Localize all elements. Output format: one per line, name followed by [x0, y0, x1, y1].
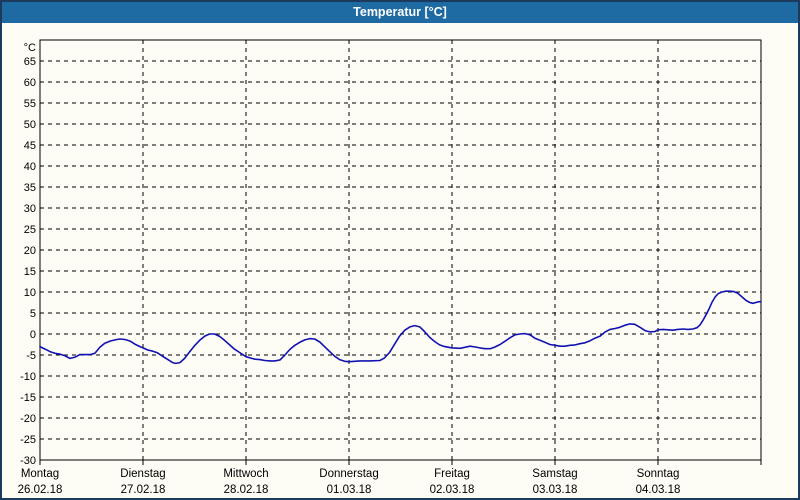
y-tick-label: -15	[20, 392, 36, 404]
y-tick-label: -10	[20, 371, 36, 383]
x-axis-labels: Montag 26.02.18 Dienstag 27.02.18 Mittwoch 28…	[18, 468, 681, 496]
y-tick-label: -5	[26, 350, 36, 362]
day-date-label: 27.02.18	[121, 484, 166, 496]
plot-border	[39, 39, 762, 461]
day-date-label: 04.03.18	[636, 484, 681, 496]
day-date-label: 26.02.18	[18, 484, 63, 496]
y-axis-unit-label: °C	[24, 42, 36, 54]
y-tick-label: 50	[24, 119, 36, 131]
day-date-label: 02.03.18	[430, 484, 475, 496]
x-axis-ticks	[39, 460, 762, 465]
y-tick-label: 55	[24, 98, 36, 110]
gridlines	[40, 40, 761, 460]
temperature-line	[39, 290, 762, 365]
y-tick-label: 30	[24, 203, 36, 215]
window-titlebar: Temperatur [°C]	[2, 2, 798, 23]
y-tick-label: -20	[20, 413, 36, 425]
y-tick-label: -30	[20, 455, 36, 467]
day-name-label: Montag	[21, 468, 59, 480]
day-name-label: Samstag	[532, 468, 577, 480]
y-axis-labels: °C65605550454035302520151050-5-10-15-20-…	[20, 42, 36, 467]
day-name-label: Donnerstag	[319, 468, 378, 480]
y-tick-label: 40	[24, 161, 36, 173]
y-tick-label: 10	[24, 287, 36, 299]
y-tick-label: 5	[30, 308, 36, 320]
window-title: Temperatur [°C]	[353, 5, 447, 19]
day-name-label: Sonntag	[637, 468, 680, 480]
y-tick-label: 60	[24, 77, 36, 89]
y-tick-label: 20	[24, 245, 36, 257]
day-name-label: Mittwoch	[223, 468, 268, 480]
y-tick-label: 45	[24, 140, 36, 152]
y-tick-label: 15	[24, 266, 36, 278]
day-date-label: 28.02.18	[224, 484, 269, 496]
y-tick-label: 65	[24, 56, 36, 68]
y-tick-label: 35	[24, 182, 36, 194]
y-tick-label: 25	[24, 224, 36, 236]
day-name-label: Dienstag	[120, 468, 165, 480]
day-date-label: 01.03.18	[327, 484, 372, 496]
day-date-label: 03.03.18	[533, 484, 578, 496]
day-name-label: Freitag	[434, 468, 470, 480]
y-tick-label: 0	[30, 329, 36, 341]
y-tick-label: -25	[20, 434, 36, 446]
